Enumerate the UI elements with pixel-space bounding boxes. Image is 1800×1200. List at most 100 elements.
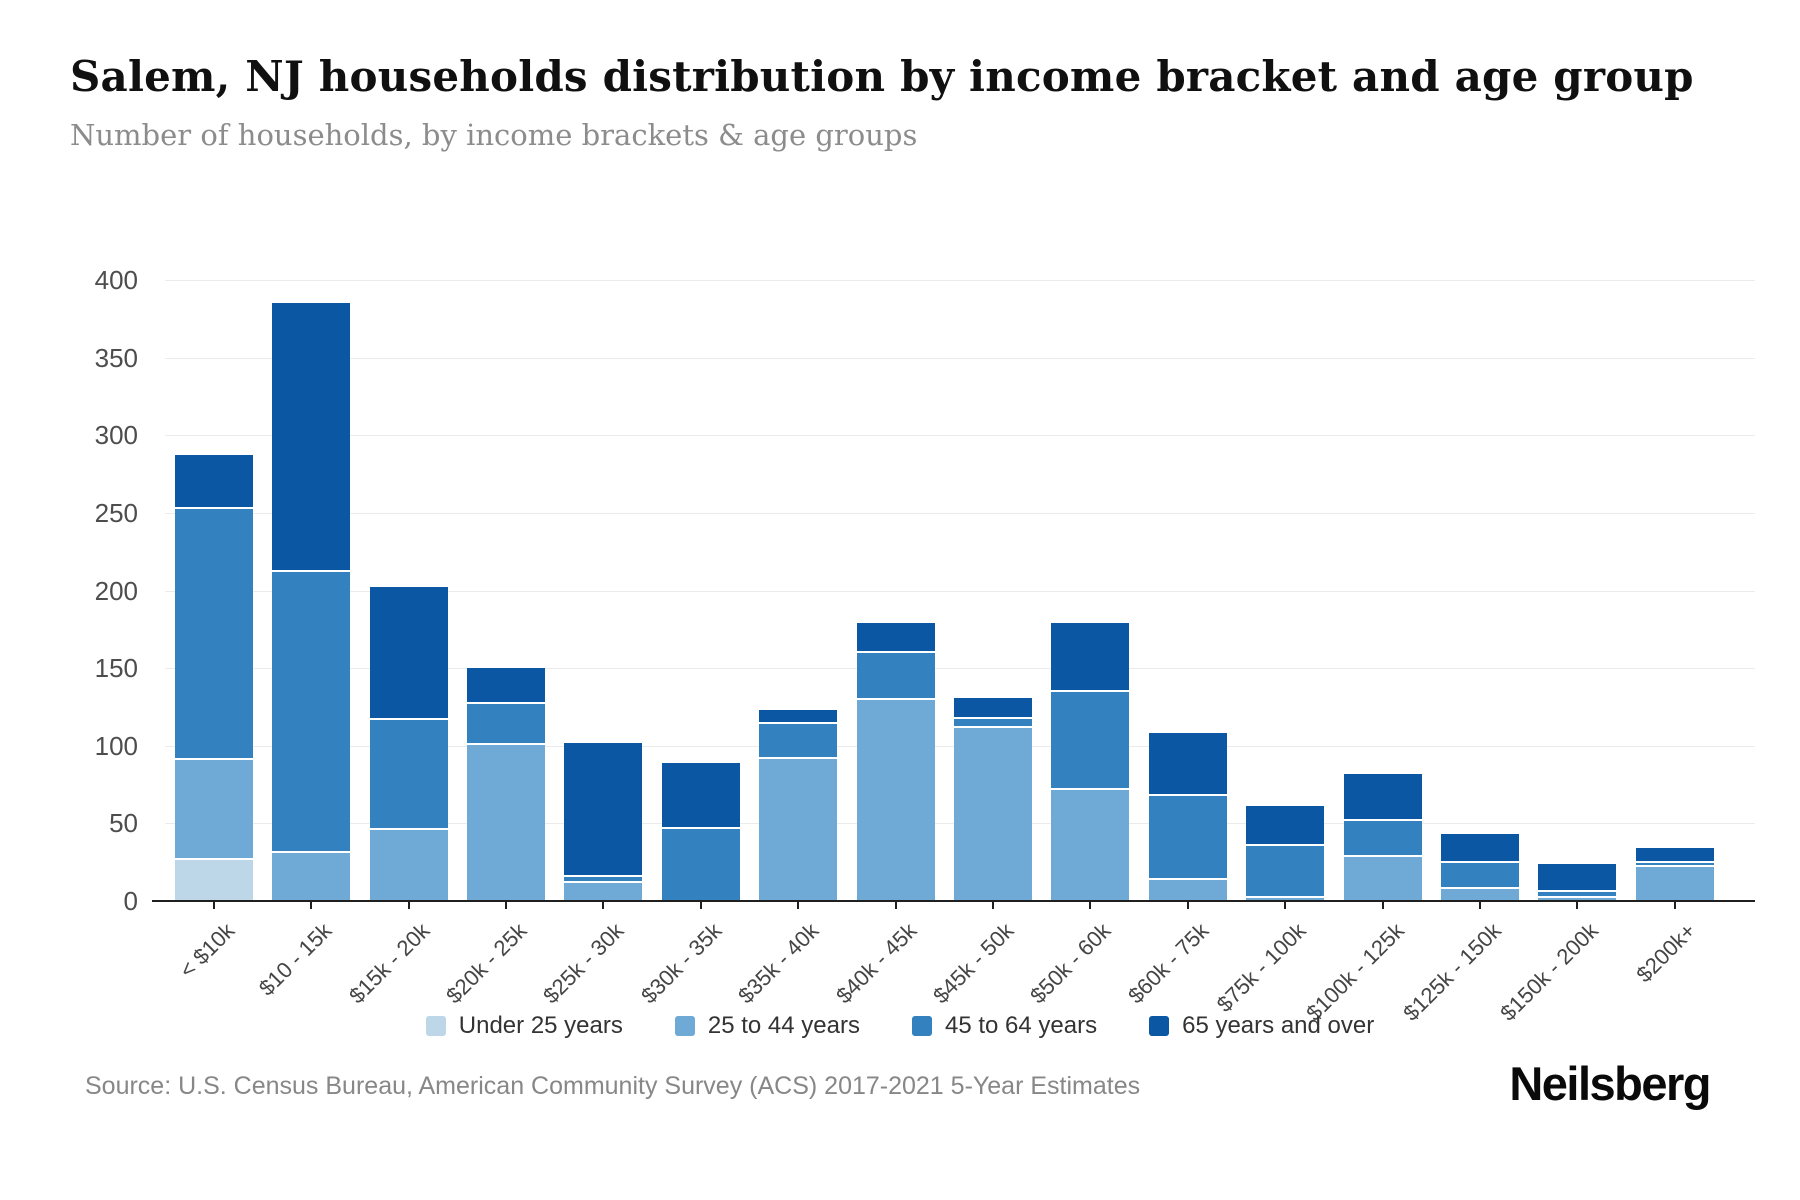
bar-segment[interactable] [1538, 864, 1616, 891]
bar-segment[interactable] [1636, 848, 1714, 861]
legend-label: 25 to 44 years [707, 1012, 860, 1039]
bar-segment[interactable] [564, 743, 642, 875]
bar-segment[interactable] [954, 725, 1032, 901]
bar-segment[interactable] [954, 698, 1032, 717]
y-axis-tick-label: 50 [109, 808, 138, 838]
bar-segment[interactable] [370, 587, 448, 718]
bar-segment[interactable] [175, 455, 253, 507]
stacked-bar [954, 698, 1032, 901]
bar-segment[interactable] [1246, 896, 1324, 901]
bar-segment[interactable] [1538, 896, 1616, 901]
x-axis-line [152, 900, 1755, 902]
bar-segment[interactable] [1441, 887, 1519, 901]
x-axis-tick [1089, 902, 1091, 909]
bar-segment[interactable] [857, 697, 935, 901]
bar-segment[interactable] [1441, 834, 1519, 861]
bar-segment[interactable] [857, 651, 935, 698]
bar-segment[interactable] [662, 826, 740, 901]
bar-segment[interactable] [1051, 623, 1129, 690]
bar-segment[interactable] [467, 668, 545, 703]
bar-segment[interactable] [759, 710, 837, 723]
bar-segment[interactable] [1051, 787, 1129, 901]
bar-segment[interactable] [1344, 818, 1422, 855]
bar-segment[interactable] [1538, 890, 1616, 897]
bar-segment[interactable] [1636, 860, 1714, 866]
bar-segment[interactable] [1246, 806, 1324, 844]
stacked-bar [662, 763, 740, 901]
bar-segment[interactable] [1441, 860, 1519, 888]
y-axis-tick-label: 250 [94, 498, 138, 528]
x-axis-category-label: $15k - 20k [344, 918, 435, 1009]
x-axis-category-label: $100k - 125k [1301, 918, 1409, 1026]
x-axis-category-label: $200k+ [1631, 918, 1701, 988]
bar-segment[interactable] [1344, 854, 1422, 901]
bar-segment[interactable] [1051, 689, 1129, 788]
x-axis-tick [602, 902, 604, 909]
legend-item[interactable]: 65 years and over [1149, 1012, 1374, 1040]
y-gridline [165, 358, 1755, 359]
bar-segment[interactable] [759, 756, 837, 901]
brand-logo[interactable]: Neilsberg [1509, 1057, 1711, 1110]
x-axis-category-label: $30k - 35k [636, 918, 727, 1009]
stacked-bar [1538, 864, 1616, 901]
bar-segment[interactable] [1149, 877, 1227, 901]
x-axis-tick [1674, 902, 1676, 909]
y-axis-tick-label: 150 [94, 653, 138, 683]
stacked-bar [370, 587, 448, 901]
bar-segment[interactable] [857, 623, 935, 652]
bar-segment[interactable] [370, 828, 448, 901]
legend-swatch-icon [911, 1016, 932, 1036]
x-axis-category-label: $35k - 40k [733, 918, 824, 1009]
y-gridline [165, 435, 1755, 436]
x-axis-category-label: $75k - 100k [1211, 918, 1311, 1017]
stacked-bar [467, 668, 545, 901]
bar-segment[interactable] [272, 851, 350, 901]
bar-segment[interactable] [564, 874, 642, 881]
stacked-bar [1149, 733, 1227, 901]
bar-segment[interactable] [370, 717, 448, 829]
x-axis-tick [1187, 902, 1189, 909]
x-axis-category-label: $10 - 15k [254, 918, 337, 1001]
legend-label: Under 25 years [458, 1012, 623, 1039]
x-axis-tick [1284, 902, 1286, 909]
y-axis-tick-label: 200 [94, 576, 138, 606]
bar-segment[interactable] [1636, 865, 1714, 901]
bar-segment[interactable] [1149, 733, 1227, 794]
x-axis-tick [213, 902, 215, 909]
legend: Under 25 years 25 to 44 years 45 to 64 yea… [0, 1012, 1800, 1040]
legend-item[interactable]: 45 to 64 years [911, 1012, 1097, 1040]
bar-segment[interactable] [564, 880, 642, 901]
bar-segment[interactable] [759, 722, 837, 757]
legend-label: 65 years and over [1182, 1012, 1375, 1039]
y-axis-tick-label: 350 [94, 343, 138, 373]
y-gridline [165, 591, 1755, 592]
bar-segment[interactable] [1344, 774, 1422, 819]
stacked-bar [1344, 774, 1422, 901]
x-axis-tick [1576, 902, 1578, 909]
y-gridline [165, 668, 1755, 669]
bar-segment[interactable] [272, 303, 350, 571]
x-axis-tick [1382, 902, 1384, 909]
legend-item[interactable]: 25 to 44 years [674, 1012, 860, 1040]
bar-segment[interactable] [662, 763, 740, 827]
x-axis-tick [1479, 902, 1481, 909]
x-axis-category-label: $40k - 45k [831, 918, 922, 1009]
legend-item[interactable]: Under 25 years [425, 1012, 623, 1040]
bar-segment[interactable] [954, 716, 1032, 726]
bar-segment[interactable] [175, 857, 253, 901]
stacked-bar [1636, 848, 1714, 901]
x-axis-tick [700, 902, 702, 909]
bar-segment[interactable] [1149, 793, 1227, 878]
bar-segment[interactable] [175, 506, 253, 759]
bar-segment[interactable] [175, 758, 253, 858]
bar-segment[interactable] [467, 702, 545, 743]
bar-segment[interactable] [272, 570, 350, 852]
x-axis-tick [895, 902, 897, 909]
y-axis-tick-label: 300 [94, 420, 138, 450]
bar-segment[interactable] [1246, 843, 1324, 897]
stacked-bar [175, 455, 253, 901]
x-axis-category-label: < $10k [174, 918, 240, 983]
bar-segment[interactable] [467, 742, 545, 901]
x-axis-tick [505, 902, 507, 909]
